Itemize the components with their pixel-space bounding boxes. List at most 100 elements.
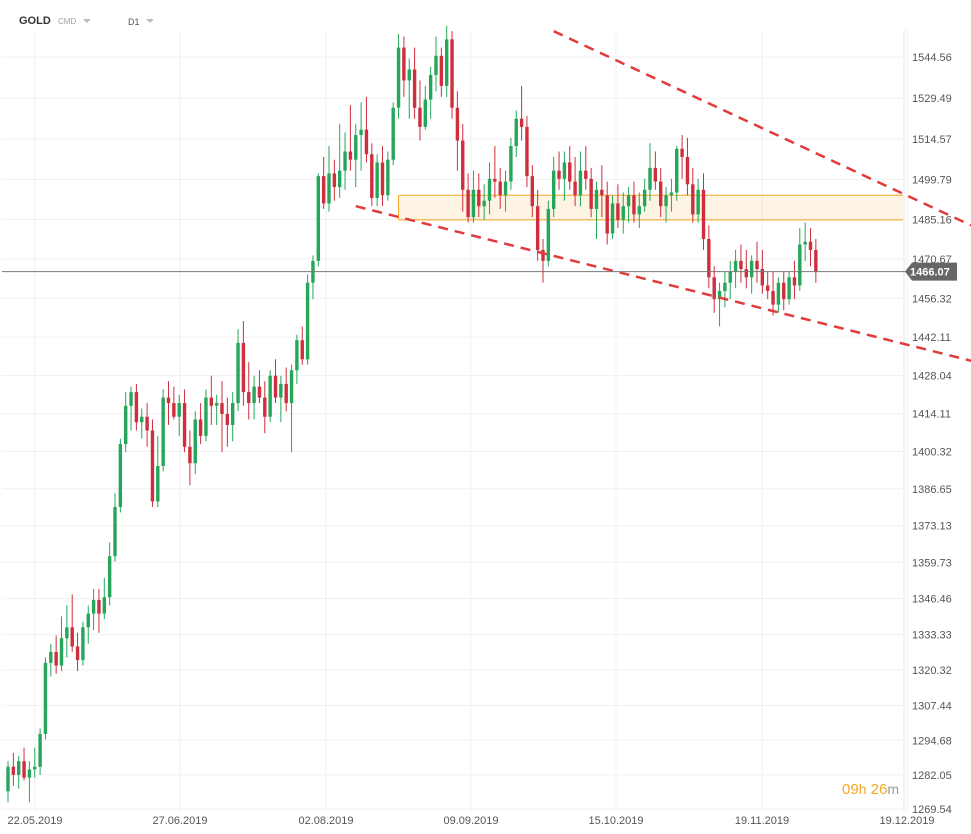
candle-body xyxy=(182,403,187,447)
candle xyxy=(284,367,288,412)
candle-body xyxy=(723,282,727,291)
candle-body xyxy=(584,170,588,179)
candle-body xyxy=(509,146,513,182)
candle-body xyxy=(632,195,636,215)
candle xyxy=(359,102,363,171)
candle xyxy=(300,326,304,365)
candle xyxy=(193,411,197,475)
candle xyxy=(102,578,106,620)
candle-body xyxy=(771,290,775,305)
timeframe-dropdown-chevron-icon[interactable] xyxy=(146,19,154,23)
candle-body xyxy=(434,55,438,75)
trendline[interactable] xyxy=(553,30,971,227)
candle-body xyxy=(289,370,294,404)
candle-body xyxy=(107,556,112,598)
candle xyxy=(610,195,615,239)
candle xyxy=(33,747,37,778)
candle xyxy=(723,271,727,308)
instrument-symbol[interactable]: GOLD xyxy=(19,15,51,27)
candle-body xyxy=(717,290,722,300)
candle-body xyxy=(97,599,101,614)
candle-body xyxy=(685,156,690,185)
candle-body xyxy=(231,403,235,425)
candle xyxy=(439,47,444,97)
candle xyxy=(247,362,251,420)
candle xyxy=(166,381,171,425)
x-tick-label: 15.10.2019 xyxy=(588,815,643,827)
candle-body xyxy=(43,662,48,734)
candle-body xyxy=(664,195,668,207)
candle xyxy=(594,181,599,239)
chart-grid xyxy=(2,30,908,812)
candle xyxy=(792,260,797,300)
candle-body xyxy=(6,766,10,792)
candle-body xyxy=(150,430,155,502)
candle-body xyxy=(653,167,658,182)
trendline[interactable] xyxy=(355,204,971,365)
candle-body xyxy=(86,613,90,628)
x-tick-label: 27.06.2019 xyxy=(152,815,207,827)
candle-body xyxy=(814,249,818,272)
y-tick-label: 1333.33 xyxy=(912,630,952,642)
candle-countdown-timer: 09h 26m xyxy=(842,781,899,798)
candle xyxy=(562,151,567,201)
candle-body xyxy=(279,383,283,398)
candle xyxy=(134,383,139,431)
candle xyxy=(236,329,240,412)
candle xyxy=(546,200,551,267)
candle-body xyxy=(172,403,176,417)
y-tick-label: 1514.57 xyxy=(912,134,952,146)
candle xyxy=(552,156,556,218)
candle-body xyxy=(370,154,374,198)
candle xyxy=(17,755,21,789)
timeframe-selector[interactable]: D1 xyxy=(128,17,140,27)
candle xyxy=(391,102,395,166)
candle xyxy=(733,249,738,289)
candle xyxy=(145,403,149,447)
candle xyxy=(471,170,476,223)
candle-body xyxy=(455,107,460,141)
candle xyxy=(803,222,807,261)
candle xyxy=(525,115,529,188)
candle xyxy=(182,389,187,453)
candle xyxy=(209,375,213,425)
candle xyxy=(204,389,208,442)
candle xyxy=(316,173,320,267)
candle xyxy=(664,187,668,223)
y-tick-label: 1359.73 xyxy=(912,557,952,569)
candle xyxy=(808,228,813,267)
candle-body xyxy=(263,397,267,417)
candle xyxy=(49,643,53,677)
candle-body xyxy=(782,282,786,300)
candle xyxy=(407,58,411,119)
candle xyxy=(445,25,449,97)
candle xyxy=(541,238,545,283)
candle xyxy=(632,181,636,223)
candle xyxy=(503,170,508,212)
candle-body xyxy=(776,282,781,305)
candle xyxy=(701,173,706,250)
candle-body xyxy=(273,375,278,398)
y-tick-label: 1485.16 xyxy=(912,214,952,226)
y-tick-label: 1414.11 xyxy=(912,409,951,421)
candle xyxy=(279,375,283,423)
candle-body xyxy=(11,766,16,775)
candle-body xyxy=(321,176,326,204)
candle-body xyxy=(209,397,213,406)
y-tick-label: 1400.32 xyxy=(912,446,952,458)
candle xyxy=(771,271,775,316)
symbol-dropdown-chevron-icon[interactable] xyxy=(83,19,91,23)
candle xyxy=(380,146,385,207)
candle-body xyxy=(129,392,133,406)
current-price-marker: 1466.07 xyxy=(2,262,957,281)
candle-body xyxy=(439,55,444,86)
candle-body xyxy=(707,238,711,278)
candle xyxy=(343,132,347,190)
candle xyxy=(659,167,663,218)
candle-body xyxy=(605,195,609,234)
y-tick-label: 1282.05 xyxy=(912,770,952,782)
candle-body xyxy=(578,170,583,196)
candle xyxy=(231,392,235,442)
candle-body xyxy=(300,340,304,360)
